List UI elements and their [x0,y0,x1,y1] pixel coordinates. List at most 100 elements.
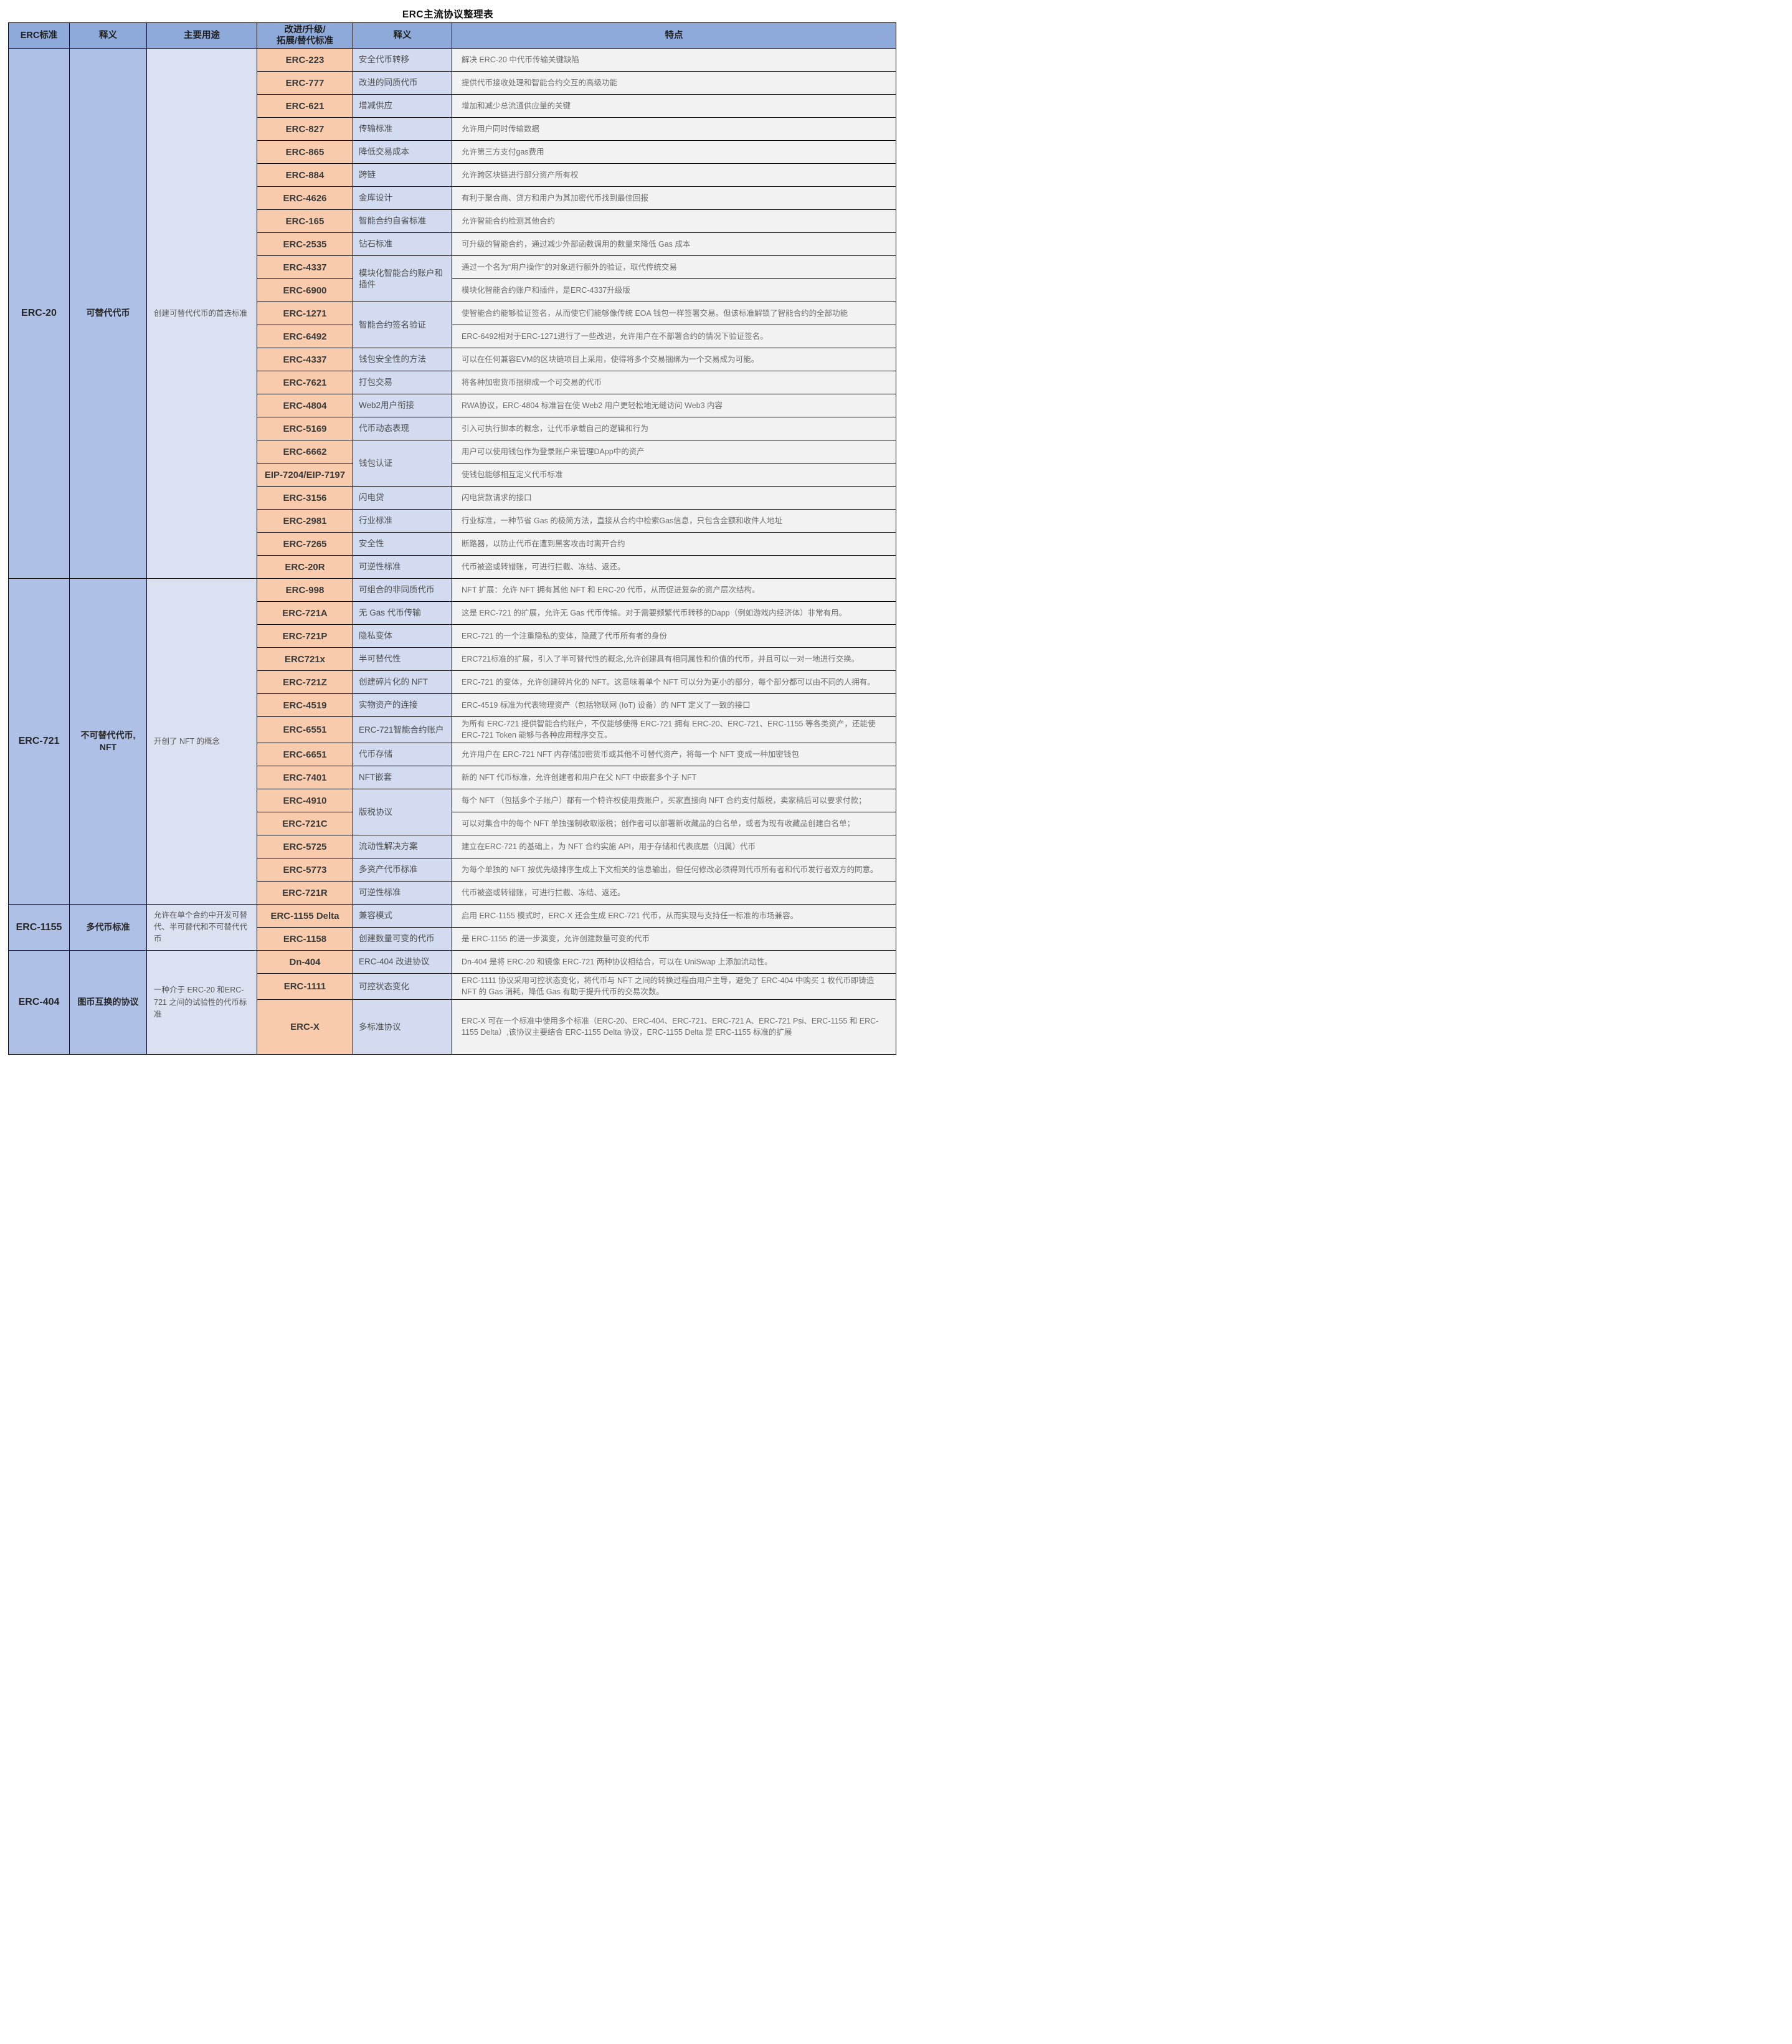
cell-derived-code: ERC-4626 [257,186,353,211]
cell-derived-code: ERC-721A [257,601,353,625]
cell-feature: 提供代币接收处理和智能合约交互的高级功能 [452,71,896,95]
table-row: ERC-165 智能合约自省标准 允许智能合约检测其他合约 [9,209,896,234]
cell-erc-standard: ERC-721 [8,578,70,905]
cell-derived-code: Dn-404 [257,950,353,974]
table-row: ERC-6492 ERC-6492相对于ERC-1271进行了一些改进，允许用户在… [9,325,896,349]
cell-derived-meaning: ERC-404 改进协议 [353,950,452,974]
cell-derived-meaning: 可逆性标准 [353,555,452,579]
cell-derived-meaning: 流动性解决方案 [353,835,452,859]
cell-derived-code: ERC-4337 [257,255,353,280]
cell-derived-meaning: 无 Gas 代币传输 [353,601,452,625]
cell-derived-meaning: 智能合约自省标准 [353,209,452,234]
table-row: ERC-3156 闪电贷 闪电贷款请求的接口 [9,486,896,510]
cell-feature: 闪电贷款请求的接口 [452,486,896,510]
cell-feature: 允许用户在 ERC-721 NFT 内存储加密货币或其他不可替代资产，将每一个 … [452,743,896,767]
table-row: ERC-721A 无 Gas 代币传输 这是 ERC-721 的扩展，允许无 Gas… [9,601,896,625]
cell-derived-code: ERC-721C [257,812,353,836]
cell-derived-code: ERC721x [257,647,353,672]
cell-derived-code: ERC-721Z [257,670,353,695]
cell-derived-code: ERC-1111 [257,973,353,1001]
cell-derived-code: ERC-998 [257,578,353,602]
cell-derived-meaning: 降低交易成本 [353,140,452,164]
cell-feature: 行业标准，一种节省 Gas 的极简方法，直接从合约中检索Gas信息，只包含金额和… [452,509,896,533]
cell-feature: 解决 ERC-20 中代币传输关键缺陷 [452,48,896,72]
cell-derived-code: ERC-827 [257,117,353,141]
cell-derived-meaning: 多资产代币标准 [353,858,452,882]
table-row: ERC-6662 钱包认证 用户可以使用钱包作为登录账户来管理DApp中的资产 [9,440,896,487]
table-row: ERC-20 可替代代币 创建可替代代币的首选标准 ERC-223 安全代币转移 解决 E… [8,48,896,579]
cell-feature: 启用 ERC-1155 模式时，ERC-X 还会生成 ERC-721 代币，从而… [452,904,896,928]
cell-standard-meaning: 多代币标准 [69,904,147,951]
table-row: ERC-865 降低交易成本 允许第三方支付gas费用 [9,140,896,164]
cell-derived-meaning: 可控状态变化 [353,973,452,1001]
table-row: ERC-721C 可以对集合中的每个 NFT 单独强制收取版税；创作者可以部署新收… [9,812,896,836]
table-row: ERC-5169 代币动态表现 引入可执行脚本的概念，让代币承载自己的逻辑和行为 [9,417,896,441]
cell-feature: ERC-4519 标准为代表物理资产（包括物联网 (IoT) 设备）的 NFT … [452,693,896,718]
cell-feature: 通过一个名为“用户操作”的对象进行额外的验证，取代传统交易 [452,255,896,280]
cell-feature: ERC721标准的扩展，引入了半可替代性的概念,允许创建具有相同属性和价值的代币… [452,647,896,672]
cell-main-usage: 允许在单个合约中开发可替代、半可替代和不可替代代币 [146,904,257,951]
cell-derived-code: ERC-223 [257,48,353,72]
table-row: ERC-884 跨链 允许跨区块链进行部分资产所有权 [9,163,896,188]
cell-derived-code: ERC-884 [257,163,353,188]
table-row: ERC-4337 模块化智能合约账户和插件 通过一个名为“用户操作”的对象进行额外的… [9,255,896,303]
cell-derived-code: ERC-1271 [257,302,353,326]
cell-standard-meaning: 不可替代代币, NFT [69,578,147,905]
cell-derived-meaning: 多标准协议 [353,999,452,1055]
cell-derived-meaning: NFT嵌套 [353,766,452,790]
header-features: 特点 [452,22,896,49]
cell-derived-code: ERC-165 [257,209,353,234]
cell-standard-meaning: 图币互换的协议 [69,950,147,1055]
cell-feature: 是 ERC-1155 的进一步演变，允许创建数量可变的代币 [452,927,896,951]
cell-feature: 每个 NFT （包括多个子账户）都有一个特许权使用费账户，买家直接向 NFT 合… [452,789,896,813]
cell-derived-code: ERC-721P [257,624,353,649]
table-row: ERC-721 不可替代代币, NFT 开创了 NFT 的概念 ERC-998 可组合的… [8,578,896,905]
table-row: ERC-6900 模块化智能合约账户和插件，是ERC-4337升级版 [9,278,896,303]
header-derived-standard: 改进/升级/ 拓展/替代标准 [257,22,353,49]
cell-derived-meaning: 行业标准 [353,509,452,533]
cell-derived-meaning: 安全代币转移 [353,48,452,72]
cell-derived-code: ERC-621 [257,94,353,118]
cell-derived-code: ERC-865 [257,140,353,164]
header-main-usage: 主要用途 [146,22,257,49]
cell-feature: NFT 扩展：允许 NFT 拥有其他 NFT 和 ERC-20 代币，从而促进复… [452,578,896,602]
cell-derived-meaning: 创建碎片化的 NFT [353,670,452,695]
cell-derived-meaning: 实物资产的连接 [353,693,452,718]
cell-feature: 允许智能合约检测其他合约 [452,209,896,234]
cell-feature: 引入可执行脚本的概念，让代币承载自己的逻辑和行为 [452,417,896,441]
header-meaning: 释义 [69,22,147,49]
table-row: ERC-7401 NFT嵌套 新的 NFT 代币标准，允许创建者和用户在父 NFT … [9,766,896,790]
cell-derived-code: ERC-2981 [257,509,353,533]
cell-derived-meaning: 代币存储 [353,743,452,767]
cell-derived-meaning: 跨链 [353,163,452,188]
cell-derived-meaning: Web2用户衔接 [353,394,452,418]
cell-derived-code: ERC-6492 [257,325,353,349]
cell-derived-code: ERC-6651 [257,743,353,767]
cell-derived-code: ERC-5725 [257,835,353,859]
cell-feature: 代币被盗或转错账，可进行拦截、冻结、返还。 [452,881,896,905]
cell-feature: 为每个单独的 NFT 按优先级排序生成上下文相关的信息输出，但任何修改必须得到代… [452,858,896,882]
cell-feature: 可以在任何兼容EVM的区块链项目上采用，使得将多个交易捆绑为一个交易成为可能。 [452,348,896,372]
cell-feature: 使智能合约能够验证签名，从而使它们能够像传统 EOA 钱包一样签署交易。但该标准… [452,302,896,326]
erc-protocol-table-wrap: ERC标准 释义 主要用途 改进/升级/ 拓展/替代标准 释义 特点 ERC-2… [8,22,896,1055]
cell-derived-code: ERC-7265 [257,532,353,556]
cell-feature: Dn-404 是将 ERC-20 和镜像 ERC-721 两种协议相结合，可以在… [452,950,896,974]
cell-main-usage: 一种介于 ERC-20 和ERC-721 之间的试验性的代币标准 [146,950,257,1055]
cell-feature: 这是 ERC-721 的扩展，允许无 Gas 代币传输。对于需要频繁代币转移的D… [452,601,896,625]
header-erc-standard: ERC标准 [8,22,70,49]
cell-derived-meaning: 智能合约签名验证 [353,302,452,349]
cell-feature: 可升级的智能合约，通过减少外部函数调用的数量来降低 Gas 成本 [452,232,896,257]
cell-derived-code: ERC-20R [257,555,353,579]
table-row: ERC-2981 行业标准 行业标准，一种节省 Gas 的极简方法，直接从合约中检索… [9,509,896,533]
cell-derived-meaning: 钱包认证 [353,440,452,487]
cell-derived-meaning: 创建数量可变的代币 [353,927,452,951]
table-row: ERC-1271 智能合约签名验证 使智能合约能够验证签名，从而使它们能够像传统 E… [9,302,896,349]
cell-derived-code: ERC-5169 [257,417,353,441]
table-row: ERC-5773 多资产代币标准 为每个单独的 NFT 按优先级排序生成上下文相关的… [9,858,896,882]
cell-derived-meaning: 钻石标准 [353,232,452,257]
cell-standard-meaning: 可替代代币 [69,48,147,579]
cell-derived-code: ERC-4519 [257,693,353,718]
cell-feature: 断路器，以防止代币在遭到黑客攻击时离开合约 [452,532,896,556]
table-row: ERC-7621 打包交易 将各种加密货币捆绑成一个可交易的代币 [9,371,896,395]
table-row: ERC-1155 多代币标准 允许在单个合约中开发可替代、半可替代和不可替代代币 ER… [8,904,896,951]
